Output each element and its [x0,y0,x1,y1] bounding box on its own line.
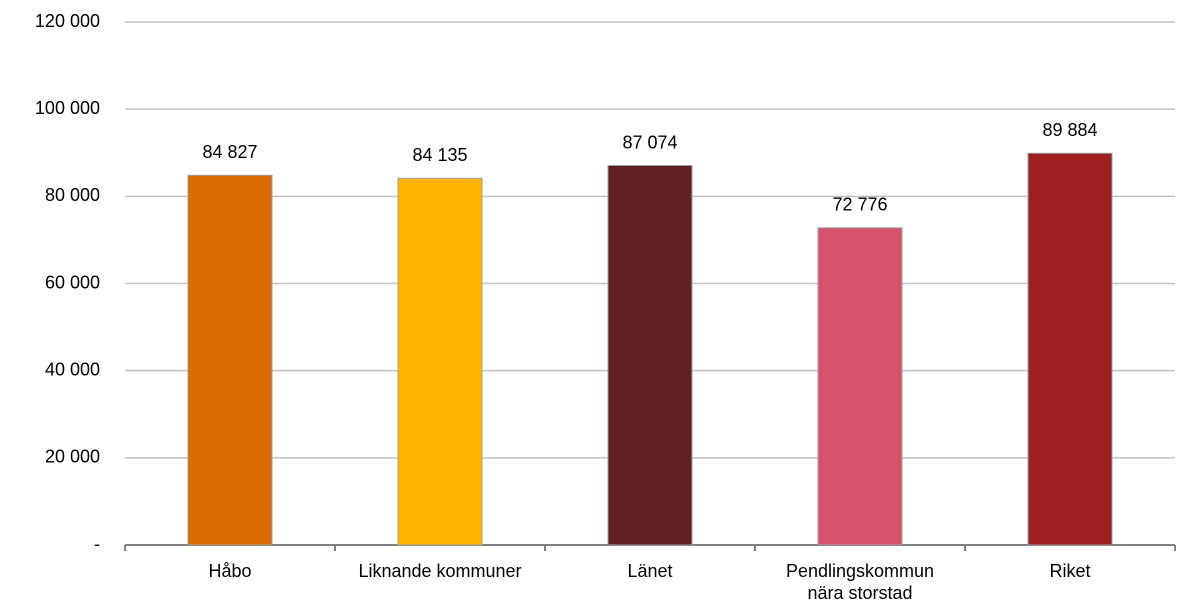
x-tick-label: Håbo [208,561,252,581]
value-label: 84 827 [202,142,257,162]
x-tick-label: Riket [1049,561,1091,581]
y-tick-label: - [94,534,100,554]
y-tick-label: 80 000 [45,185,100,205]
y-tick-label: 20 000 [45,447,100,467]
y-tick-label: 40 000 [45,359,100,379]
x-tick-label: Pendlingskommun nära storstad [785,561,935,603]
value-label: 84 135 [412,145,467,165]
bar [1027,152,1113,546]
bar [397,177,483,546]
bar [187,174,273,546]
y-tick-label: 100 000 [35,98,100,118]
x-tick-label: Liknande kommuner [358,561,522,581]
x-tick-label: Länet [627,561,673,581]
y-tick-label: 60 000 [45,272,100,292]
value-label: 72 776 [832,195,887,215]
bar [607,165,693,546]
y-tick-label: 120 000 [35,11,100,31]
value-label: 89 884 [1042,120,1097,140]
bar [817,227,903,546]
value-label: 87 074 [622,132,677,152]
